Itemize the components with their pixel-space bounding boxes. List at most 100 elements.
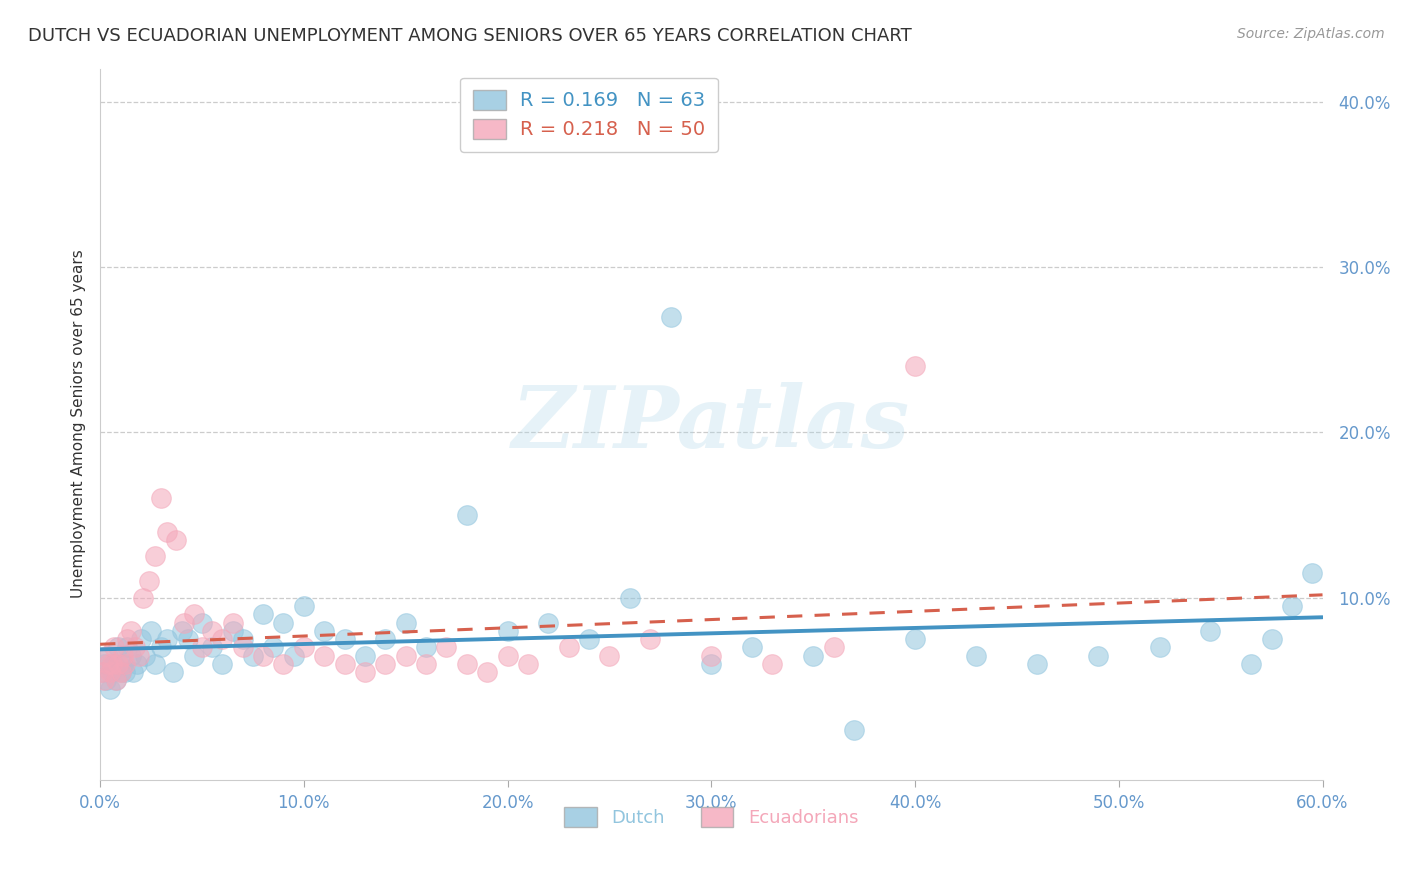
Dutch [221, 624, 243, 638]
Y-axis label: Unemployment Among Seniors over 65 years: Unemployment Among Seniors over 65 years [72, 250, 86, 599]
Dutch [1199, 624, 1222, 638]
Ecuadorians [333, 657, 356, 671]
Ecuadorians [761, 657, 783, 671]
Ecuadorians [191, 640, 214, 655]
Ecuadorians [91, 665, 114, 679]
Ecuadorians [150, 491, 173, 506]
Dutch [496, 624, 519, 638]
Ecuadorians [221, 615, 243, 630]
Ecuadorians [292, 640, 315, 655]
Ecuadorians [598, 648, 620, 663]
Text: ZIPatlas: ZIPatlas [512, 383, 911, 466]
Dutch [842, 723, 865, 737]
Ecuadorians [103, 640, 125, 655]
Dutch [134, 648, 156, 663]
Dutch [374, 632, 396, 646]
Ecuadorians [374, 657, 396, 671]
Ecuadorians [97, 657, 120, 671]
Dutch [93, 657, 115, 671]
Dutch [139, 624, 162, 638]
Dutch [96, 673, 118, 688]
Dutch [283, 648, 305, 663]
Dutch [273, 615, 295, 630]
Dutch [314, 624, 336, 638]
Dutch [110, 665, 132, 679]
Dutch [156, 632, 179, 646]
Ecuadorians [904, 359, 927, 374]
Dutch [1240, 657, 1263, 671]
Dutch [211, 657, 233, 671]
Dutch [125, 657, 148, 671]
Ecuadorians [124, 640, 146, 655]
Ecuadorians [93, 673, 115, 688]
Dutch [103, 657, 125, 671]
Dutch [262, 640, 284, 655]
Ecuadorians [96, 648, 118, 663]
Ecuadorians [557, 640, 579, 655]
Dutch [143, 657, 166, 671]
Ecuadorians [107, 657, 129, 671]
Dutch [114, 665, 136, 679]
Dutch [965, 648, 987, 663]
Ecuadorians [477, 665, 499, 679]
Dutch [91, 665, 114, 679]
Dutch [578, 632, 600, 646]
Ecuadorians [823, 640, 845, 655]
Dutch [801, 648, 824, 663]
Legend: Dutch, Ecuadorians: Dutch, Ecuadorians [557, 800, 866, 835]
Dutch [170, 624, 193, 638]
Dutch [183, 648, 205, 663]
Ecuadorians [415, 657, 437, 671]
Ecuadorians [354, 665, 377, 679]
Dutch [456, 508, 478, 522]
Ecuadorians [700, 648, 723, 663]
Dutch [120, 648, 142, 663]
Ecuadorians [128, 648, 150, 663]
Dutch [98, 681, 121, 696]
Ecuadorians [115, 632, 138, 646]
Dutch [150, 640, 173, 655]
Ecuadorians [101, 657, 124, 671]
Dutch [354, 648, 377, 663]
Dutch [129, 632, 152, 646]
Ecuadorians [156, 524, 179, 539]
Dutch [1260, 632, 1282, 646]
Dutch [97, 648, 120, 663]
Ecuadorians [132, 591, 155, 605]
Ecuadorians [496, 648, 519, 663]
Ecuadorians [111, 648, 134, 663]
Ecuadorians [638, 632, 661, 646]
Ecuadorians [114, 657, 136, 671]
Text: Source: ZipAtlas.com: Source: ZipAtlas.com [1237, 27, 1385, 41]
Dutch [121, 665, 143, 679]
Ecuadorians [105, 673, 128, 688]
Dutch [115, 640, 138, 655]
Ecuadorians [143, 549, 166, 564]
Ecuadorians [110, 665, 132, 679]
Ecuadorians [314, 648, 336, 663]
Ecuadorians [395, 648, 418, 663]
Ecuadorians [120, 624, 142, 638]
Dutch [162, 665, 184, 679]
Dutch [415, 640, 437, 655]
Dutch [1301, 566, 1323, 580]
Ecuadorians [232, 640, 254, 655]
Text: DUTCH VS ECUADORIAN UNEMPLOYMENT AMONG SENIORS OVER 65 YEARS CORRELATION CHART: DUTCH VS ECUADORIAN UNEMPLOYMENT AMONG S… [28, 27, 912, 45]
Dutch [741, 640, 763, 655]
Ecuadorians [517, 657, 540, 671]
Dutch [105, 673, 128, 688]
Dutch [659, 310, 682, 324]
Ecuadorians [183, 607, 205, 622]
Dutch [201, 640, 224, 655]
Dutch [177, 632, 200, 646]
Ecuadorians [165, 533, 187, 547]
Dutch [111, 657, 134, 671]
Ecuadorians [201, 624, 224, 638]
Dutch [904, 632, 927, 646]
Ecuadorians [138, 574, 160, 589]
Dutch [333, 632, 356, 646]
Dutch [395, 615, 418, 630]
Ecuadorians [436, 640, 458, 655]
Dutch [232, 632, 254, 646]
Ecuadorians [173, 615, 195, 630]
